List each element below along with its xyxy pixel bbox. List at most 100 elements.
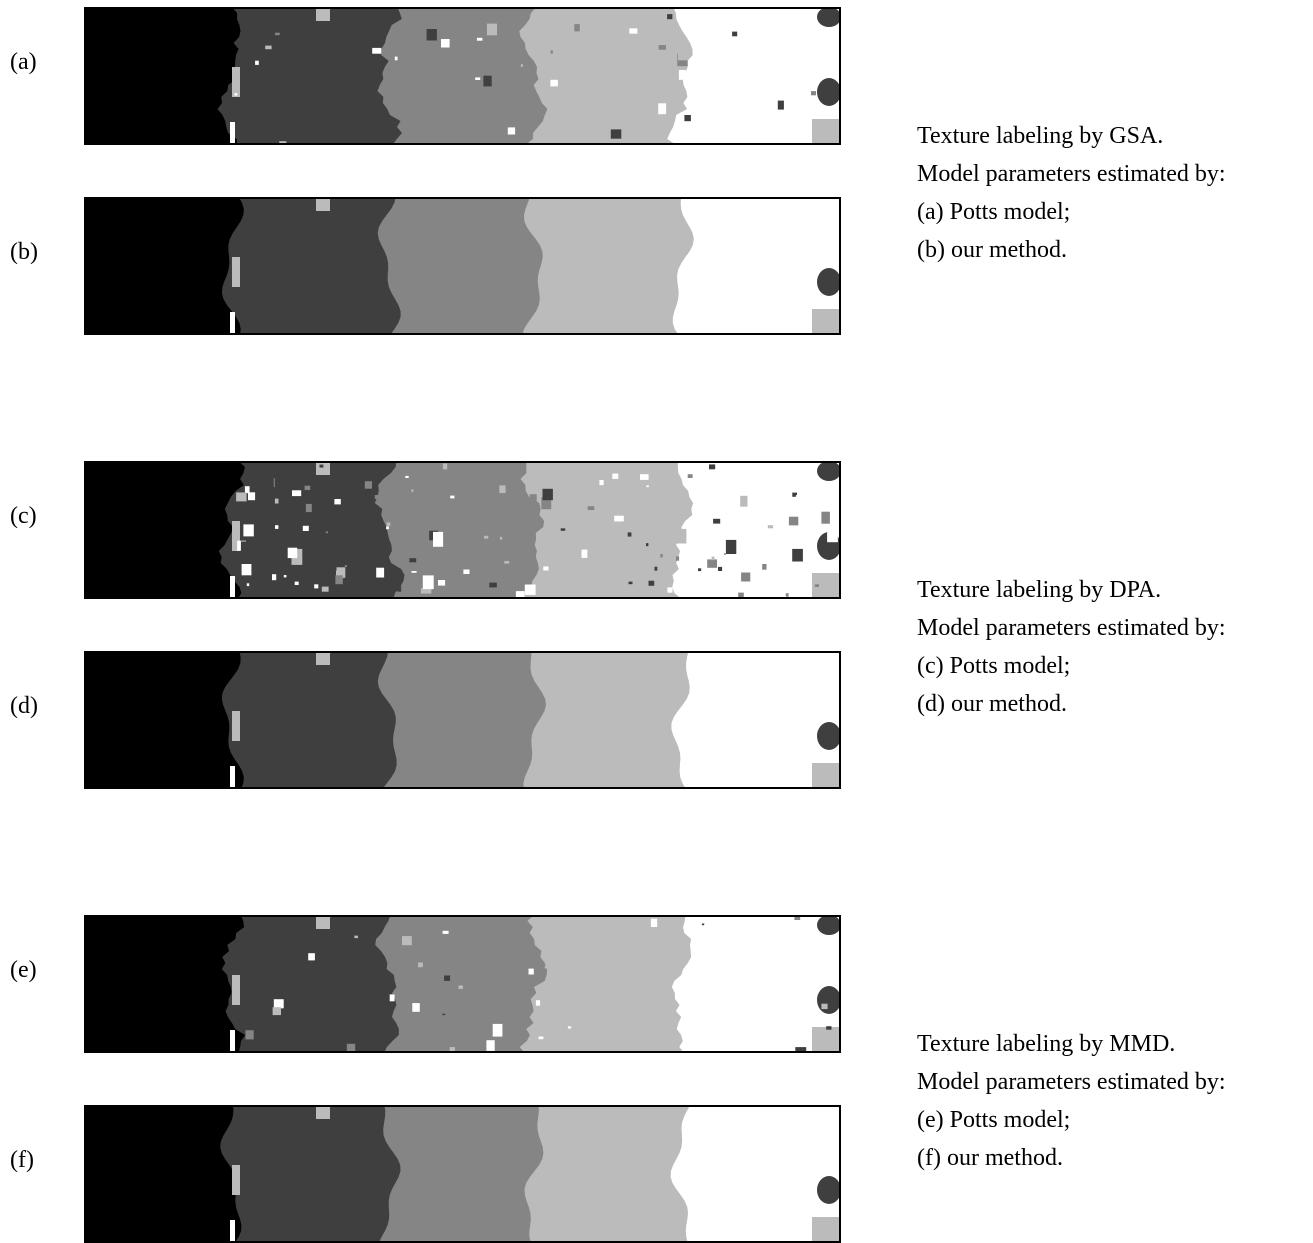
noise bbox=[418, 962, 423, 968]
noise bbox=[405, 475, 409, 478]
blob bbox=[230, 1220, 235, 1243]
noise bbox=[241, 564, 252, 576]
noise bbox=[668, 88, 680, 97]
noise bbox=[504, 561, 510, 564]
caption-line: (b) our method. bbox=[917, 237, 1067, 263]
noise bbox=[715, 63, 719, 66]
blob bbox=[232, 67, 240, 97]
noise bbox=[458, 985, 463, 989]
noise bbox=[441, 39, 450, 48]
noise bbox=[707, 559, 717, 568]
noise bbox=[444, 975, 451, 981]
noise bbox=[747, 586, 756, 593]
noise bbox=[575, 18, 579, 23]
noise bbox=[814, 584, 819, 587]
blob bbox=[812, 119, 841, 145]
texture-image bbox=[84, 1105, 841, 1243]
noise bbox=[660, 554, 663, 558]
noise bbox=[725, 539, 737, 554]
blob bbox=[817, 1176, 841, 1204]
texture-image bbox=[84, 915, 841, 1053]
noise bbox=[649, 488, 659, 494]
panel-label: (d) bbox=[10, 693, 38, 719]
noise bbox=[273, 999, 284, 1009]
noise bbox=[732, 30, 735, 32]
noise bbox=[732, 957, 742, 968]
noise bbox=[520, 64, 523, 67]
noise bbox=[376, 567, 385, 578]
noise bbox=[245, 1030, 254, 1040]
frame bbox=[84, 461, 841, 599]
noise bbox=[671, 124, 674, 127]
noise bbox=[678, 49, 689, 61]
noise bbox=[336, 567, 346, 578]
noise bbox=[442, 463, 448, 470]
noise bbox=[746, 915, 757, 922]
texture-image bbox=[84, 651, 841, 789]
panel-label: (c) bbox=[10, 503, 37, 529]
noise bbox=[463, 569, 470, 574]
noise bbox=[397, 586, 402, 592]
noise bbox=[658, 45, 666, 50]
frame bbox=[84, 7, 841, 145]
caption-line: Model parameters estimated by: bbox=[917, 1069, 1226, 1095]
noise bbox=[321, 586, 329, 592]
noise bbox=[245, 507, 249, 512]
noise bbox=[402, 936, 412, 946]
noise bbox=[614, 515, 624, 522]
noise bbox=[544, 965, 549, 969]
blob bbox=[316, 461, 330, 475]
noise bbox=[654, 566, 658, 571]
noise bbox=[334, 499, 341, 505]
noise bbox=[318, 502, 326, 512]
noise bbox=[738, 592, 744, 599]
noise bbox=[255, 60, 259, 65]
noise bbox=[821, 1003, 828, 1010]
noise bbox=[489, 582, 497, 588]
frame bbox=[84, 651, 841, 789]
noise bbox=[717, 572, 725, 583]
noise bbox=[449, 1047, 455, 1053]
noise bbox=[711, 556, 715, 561]
caption-line: Model parameters estimated by: bbox=[917, 615, 1226, 641]
noise bbox=[275, 525, 279, 529]
frame bbox=[84, 915, 841, 1053]
noise bbox=[412, 1003, 420, 1012]
noise bbox=[741, 572, 751, 582]
noise bbox=[234, 995, 238, 999]
noise bbox=[550, 79, 558, 87]
noise bbox=[497, 59, 505, 69]
noise bbox=[499, 536, 503, 540]
noise bbox=[442, 1013, 446, 1016]
blob bbox=[232, 521, 240, 551]
region bbox=[670, 1105, 841, 1243]
noise bbox=[612, 473, 619, 479]
noise bbox=[486, 23, 497, 36]
noise bbox=[515, 591, 525, 599]
noise bbox=[713, 518, 721, 524]
noise bbox=[484, 535, 489, 539]
noise bbox=[476, 535, 482, 543]
noise bbox=[475, 77, 481, 80]
noise bbox=[724, 553, 726, 555]
blob bbox=[817, 986, 841, 1014]
noise bbox=[382, 494, 394, 502]
blob bbox=[817, 78, 841, 106]
noise bbox=[767, 525, 774, 529]
noise bbox=[246, 583, 250, 587]
noise bbox=[629, 28, 638, 34]
noise bbox=[344, 565, 347, 567]
noise bbox=[650, 918, 658, 927]
noise bbox=[646, 485, 649, 488]
noise bbox=[567, 1026, 572, 1029]
blob bbox=[817, 722, 841, 750]
noise bbox=[535, 1000, 541, 1006]
blob bbox=[316, 651, 330, 665]
noise bbox=[587, 506, 595, 510]
noise bbox=[795, 1047, 807, 1053]
noise bbox=[314, 584, 319, 589]
noise bbox=[486, 1040, 495, 1051]
blob bbox=[316, 7, 330, 21]
noise bbox=[785, 593, 789, 597]
noise bbox=[409, 558, 417, 563]
